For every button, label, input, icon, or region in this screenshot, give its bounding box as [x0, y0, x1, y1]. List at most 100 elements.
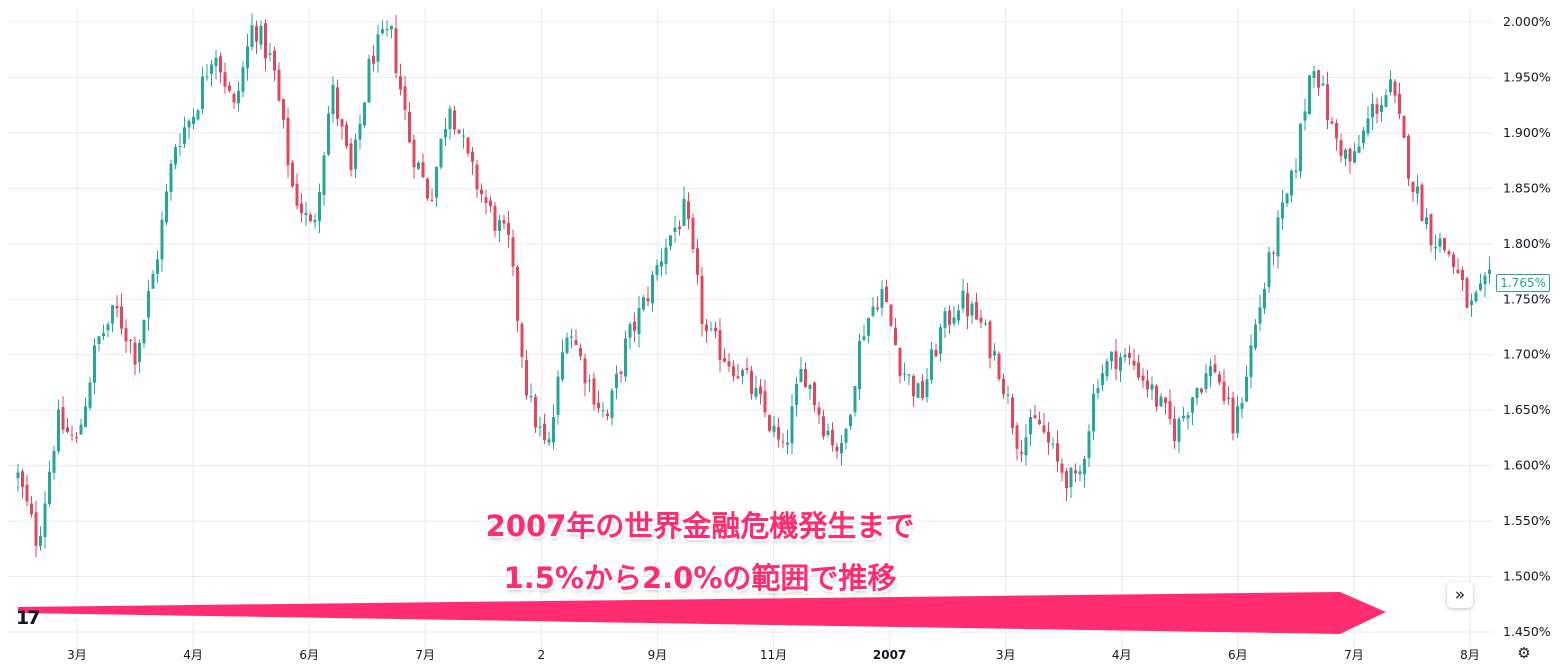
candle-body: [34, 512, 38, 546]
candle-body: [120, 306, 123, 329]
candle-body: [768, 415, 771, 431]
candle-body: [534, 396, 537, 428]
candle-body: [885, 286, 888, 303]
candle-body: [304, 212, 308, 216]
candle-body: [930, 349, 933, 380]
candle-body: [417, 162, 420, 169]
y-tick-label: 1.650%: [1503, 402, 1551, 417]
candle-body: [331, 84, 335, 115]
candle-body: [1033, 415, 1037, 419]
candle-body: [1380, 105, 1383, 112]
candle-body: [628, 324, 632, 338]
candle-body: [934, 349, 938, 357]
candle-body: [511, 237, 515, 267]
candle-body: [966, 293, 969, 317]
candle-body: [1159, 396, 1163, 407]
candle-body: [714, 327, 717, 332]
candle-body: [601, 410, 605, 412]
candle-body: [1407, 135, 1410, 179]
candle-body: [106, 324, 110, 331]
candle-body: [430, 199, 434, 201]
candle-body: [520, 323, 524, 357]
candle-body: [376, 34, 380, 62]
candle-body: [678, 226, 681, 230]
candle-body: [408, 111, 411, 143]
candle-body: [637, 308, 641, 335]
candle-body: [1177, 418, 1181, 442]
candle-body: [466, 137, 470, 154]
candle-body: [1204, 373, 1208, 390]
candle-body: [1006, 394, 1010, 396]
candle-body: [1443, 237, 1446, 251]
candle-body: [403, 86, 407, 110]
candle-body: [1060, 463, 1064, 473]
candle-body: [426, 178, 429, 199]
candle-body: [1186, 415, 1190, 419]
candle-body: [1294, 170, 1298, 172]
y-tick-label: 1.900%: [1503, 125, 1551, 140]
candle-body: [453, 110, 456, 130]
candle-body: [1281, 202, 1284, 219]
candle-body: [799, 368, 803, 383]
candle-body: [345, 124, 348, 147]
candle-body: [84, 406, 87, 428]
candle-body: [1209, 366, 1212, 377]
candle-body: [1330, 121, 1334, 124]
candle-body: [48, 471, 51, 504]
candle-body: [1420, 184, 1424, 221]
candle-body: [948, 310, 951, 325]
candle-body: [187, 120, 191, 128]
candle-body: [111, 305, 114, 324]
candle-body: [606, 413, 609, 417]
candle-body: [651, 274, 654, 304]
candle-body: [354, 139, 357, 169]
candle-body: [1461, 269, 1464, 281]
candle-body: [1078, 471, 1082, 475]
candle-body: [1218, 374, 1221, 383]
candle-body: [1254, 324, 1257, 349]
candle-body: [763, 391, 767, 413]
candle-body: [93, 345, 96, 383]
x-tick-label: 11月: [760, 648, 787, 662]
candle-body: [1105, 361, 1109, 377]
candle-body: [547, 439, 551, 443]
candle-body: [336, 87, 339, 119]
candle-body: [781, 441, 785, 443]
candle-body: [160, 219, 164, 260]
candle-body: [444, 129, 447, 138]
candle-body: [1087, 431, 1091, 459]
candle-body: [844, 428, 848, 443]
candle-body: [961, 290, 965, 309]
candle-body: [1173, 418, 1176, 442]
candle-body: [565, 337, 569, 354]
candle-body: [1470, 300, 1473, 305]
candle-body: [313, 219, 317, 223]
candle-body: [165, 191, 168, 223]
scroll-to-latest-button[interactable]: »: [1447, 582, 1473, 608]
candle-body: [183, 127, 186, 144]
candle-body: [21, 471, 24, 488]
candle-body: [858, 341, 861, 390]
candle-body: [1375, 104, 1379, 114]
candle-body: [1479, 283, 1482, 291]
candle-body: [250, 25, 254, 48]
candle-body: [1425, 217, 1428, 225]
candle-body: [205, 76, 209, 78]
candle-body: [142, 319, 146, 344]
candle-body: [1411, 181, 1415, 192]
candle-body: [570, 336, 573, 338]
candle-body: [889, 304, 893, 326]
candle-body: [525, 360, 528, 396]
candle-body: [664, 247, 668, 264]
candle-body: [808, 384, 812, 390]
candle-body: [367, 58, 371, 103]
candle-body: [813, 382, 816, 406]
candle-body: [471, 151, 474, 162]
x-axis: 3月 4月 6月 7月 2 9月 11月 2007 3月 4月 6月 7月 8月: [67, 648, 1480, 662]
candle-body: [583, 358, 587, 384]
settings-button[interactable]: ⚙: [1514, 643, 1534, 663]
candle-body: [133, 342, 137, 365]
candle-body: [1290, 170, 1293, 196]
candle-body: [894, 327, 897, 346]
